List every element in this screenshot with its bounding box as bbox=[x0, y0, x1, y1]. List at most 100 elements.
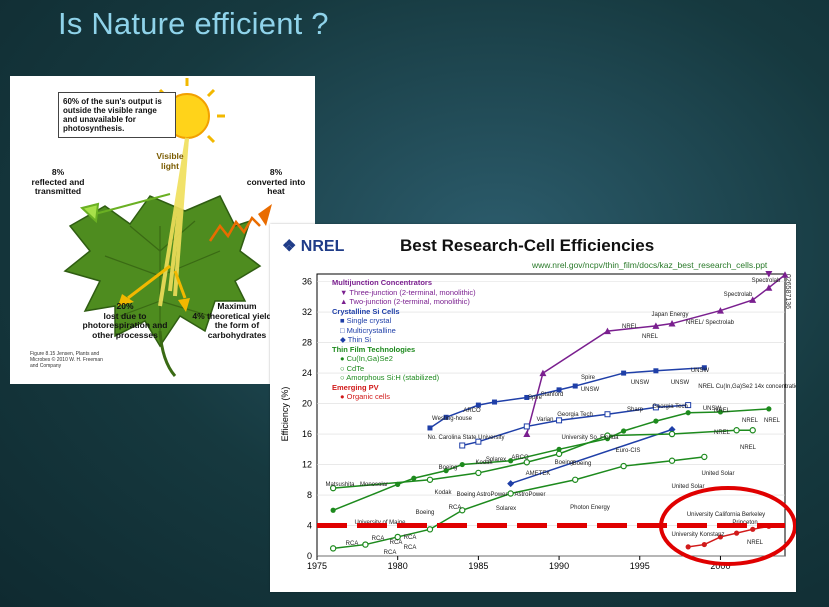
data-point bbox=[604, 432, 611, 439]
data-point bbox=[523, 423, 530, 430]
data-point bbox=[459, 461, 465, 468]
data-point bbox=[653, 418, 659, 424]
annotation-label: NREL bbox=[764, 418, 781, 424]
data-point bbox=[443, 468, 449, 474]
lost-text: lost due to photorespiration and other p… bbox=[82, 310, 168, 340]
efficiency-chart: 0 4 8 12 16 20 24 28 32 36 1975 1980 1985 1990 1995 20… bbox=[280, 271, 796, 571]
data-point bbox=[668, 320, 676, 327]
legend-marker-icon: ○ bbox=[340, 363, 345, 373]
x-tick-label: 1990 bbox=[549, 561, 569, 571]
heat-arrow-icon bbox=[258, 204, 272, 226]
legend-item: ▼ Three-junction (2-terminal, monolithic… bbox=[332, 288, 476, 298]
x-tick-label: 1980 bbox=[388, 561, 408, 571]
annotation-label: UNSW bbox=[671, 380, 690, 386]
legend-marker-icon: ○ bbox=[340, 373, 345, 382]
data-point bbox=[701, 453, 708, 461]
data-point bbox=[652, 322, 660, 329]
annotation-label: Georgia Tech bbox=[652, 404, 688, 410]
legend-heading: Crystalline Si Cells bbox=[332, 306, 400, 316]
legend-marker-icon: □ bbox=[340, 325, 345, 335]
heat-text: converted into heat bbox=[246, 176, 306, 196]
organic-cells-highlight-ellipse bbox=[659, 486, 796, 566]
annotation-label: NREL bbox=[622, 324, 639, 330]
y-tick-label: 20 bbox=[302, 399, 312, 409]
data-point bbox=[668, 457, 676, 464]
annotation-label: RCA bbox=[384, 550, 397, 556]
data-point bbox=[653, 368, 659, 374]
data-point bbox=[492, 399, 498, 405]
data-point bbox=[411, 475, 417, 481]
annotation-label: University Konstanz bbox=[671, 532, 724, 538]
legend-heading: Multijunction Concentrators bbox=[332, 278, 432, 287]
data-point bbox=[330, 507, 336, 513]
legend-marker-icon: ● bbox=[340, 354, 345, 363]
data-point bbox=[524, 394, 530, 400]
annotation-label: Spectrolab bbox=[724, 292, 753, 298]
annotation-label: Varian bbox=[537, 417, 554, 423]
data-point bbox=[603, 327, 611, 335]
slide-title: Is Nature efficient ? bbox=[58, 6, 329, 41]
data-point bbox=[766, 406, 772, 412]
nrel-logo: ❖ NREL bbox=[282, 236, 344, 256]
annotation-label: Monosolar bbox=[360, 482, 388, 488]
legend-item: ■ Single crystal bbox=[332, 316, 476, 326]
annotation-label: Boeing bbox=[573, 461, 592, 467]
annotation-label: ARCO bbox=[511, 455, 529, 461]
legend-item-label: CdTe bbox=[344, 363, 365, 373]
annotation-label: United Solar bbox=[701, 471, 734, 477]
chart-title: Best Research-Cell Efficiencies bbox=[400, 236, 655, 255]
legend-item-label: Amorphous Si:H (stabilized) bbox=[344, 373, 440, 382]
legend-item: ● Organic cells bbox=[332, 392, 476, 402]
annotation-label: Spectrolab bbox=[752, 278, 781, 284]
annotation-label: NREL/ Spectrolab bbox=[686, 320, 735, 326]
legend-item-label: Three-junction (2-terminal, monolithic) bbox=[347, 287, 476, 297]
reflected-percent: 8% bbox=[51, 167, 65, 177]
annotation-label: Spire bbox=[528, 395, 543, 401]
annotation-label: AMETEK bbox=[526, 471, 551, 477]
chart-legend: Multijunction Concentrators ▼ Three-junct… bbox=[332, 278, 476, 402]
max-yield-label: Maximum 4% theoretical yield in the form… bbox=[186, 301, 288, 340]
data-point bbox=[668, 425, 676, 433]
annotation-label: Georgia Tech bbox=[557, 412, 593, 418]
annotation-label: Boeing bbox=[457, 492, 476, 498]
legend-item: ◆ Thin Si bbox=[332, 335, 476, 345]
data-point bbox=[749, 296, 757, 303]
data-point bbox=[621, 428, 627, 434]
annotation-label: NREL bbox=[742, 418, 759, 424]
annotation-label: University So. Florida bbox=[561, 435, 619, 441]
annotation-label: AstroPower bbox=[514, 492, 545, 498]
data-point bbox=[507, 480, 515, 488]
lost-label: 20% lost due to photorespiration and oth… bbox=[76, 301, 174, 340]
legend-marker-icon: ▲ bbox=[340, 297, 348, 306]
legend-item-label: Organic cells bbox=[344, 392, 390, 401]
annotation-label: Photon Energy bbox=[570, 505, 610, 511]
y-tick-label: 16 bbox=[302, 429, 312, 439]
data-point bbox=[781, 271, 789, 278]
legend-item-label: Cu(In,Ga)Se2 bbox=[344, 354, 393, 363]
reflected-text: reflected and transmitted bbox=[31, 176, 85, 196]
chart-side-id: 026587136 bbox=[784, 274, 791, 310]
data-point bbox=[507, 490, 514, 497]
legend-marker-icon: ◆ bbox=[340, 335, 346, 344]
data-point bbox=[685, 544, 691, 550]
annotation-label: UNSW bbox=[631, 380, 650, 386]
legend-item: ○ CdTe bbox=[332, 364, 476, 374]
annotation-label: Boeing bbox=[555, 460, 574, 466]
heat-label: 8% converted into heat bbox=[245, 167, 307, 197]
legend-item: ○ Amorphous Si:H (stabilized) bbox=[332, 373, 476, 383]
data-point bbox=[765, 284, 773, 291]
data-point bbox=[701, 365, 707, 371]
annotation-label: Boeing bbox=[416, 510, 435, 516]
annotation-label: United Solar bbox=[671, 484, 704, 490]
annotation-label: NREL bbox=[714, 408, 731, 414]
reflected-label: 8% reflected and transmitted bbox=[22, 167, 94, 197]
annotation-label: Matsushita bbox=[325, 482, 355, 488]
y-tick-label: 0 bbox=[307, 551, 312, 561]
data-point bbox=[604, 411, 611, 418]
legend-item-label: Multicrystalline bbox=[344, 325, 396, 335]
data-point bbox=[765, 271, 773, 278]
annotation-label: Solarex bbox=[486, 457, 506, 463]
y-tick-label: 24 bbox=[302, 368, 312, 378]
annotation-label: RCA bbox=[390, 540, 403, 546]
data-point bbox=[394, 533, 401, 541]
